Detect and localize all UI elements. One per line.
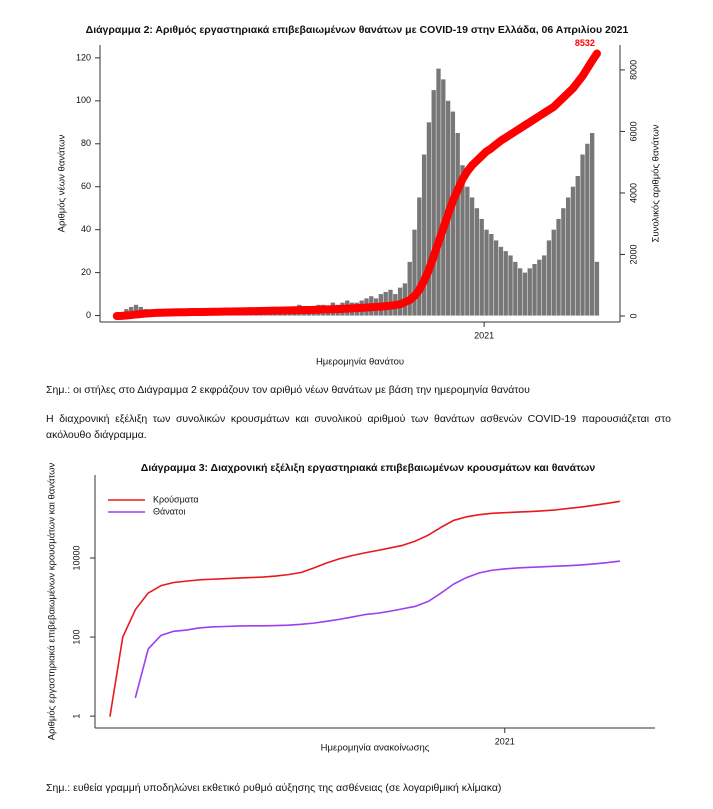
bar — [589, 133, 595, 316]
y-tick-label: 120 — [76, 52, 91, 62]
y2-tick-label: 0 — [628, 313, 638, 318]
y-tick-label: 20 — [81, 267, 91, 277]
bar — [484, 229, 489, 316]
bar — [565, 197, 571, 316]
bar — [546, 240, 552, 316]
line — [134, 560, 621, 699]
bar — [465, 186, 470, 316]
bar — [426, 122, 432, 316]
bar — [493, 240, 499, 316]
bar — [537, 259, 542, 316]
legend-label: Κρούσματα — [153, 494, 199, 504]
bar — [522, 272, 528, 316]
bar — [460, 165, 465, 316]
bar — [513, 261, 518, 316]
bar — [469, 197, 475, 316]
y-tick-label: 80 — [81, 138, 91, 148]
bar — [474, 208, 480, 316]
y-tick-label: 0 — [86, 310, 91, 320]
bar — [498, 246, 504, 316]
bar — [556, 218, 561, 316]
bar — [133, 304, 139, 316]
y-tick-label: 100 — [76, 95, 91, 105]
bar — [455, 133, 460, 316]
x-tick-label: 2021 — [474, 330, 494, 340]
y2-axis-label: Συνολικός αριθμός θανάτων — [651, 124, 662, 242]
chart-title: Διάγραμμα 2: Αριθμός εργαστηριακά επιβεβ… — [86, 24, 629, 36]
x-axis-label: Ημερομηνία θανάτου — [316, 357, 404, 368]
line — [112, 49, 601, 320]
bar — [561, 208, 566, 316]
bar — [421, 154, 427, 316]
bar — [479, 218, 484, 316]
y-tick-label: 1 — [71, 714, 81, 719]
bar — [580, 154, 585, 316]
bar — [489, 233, 494, 316]
y-tick-label: 60 — [81, 181, 91, 191]
bar — [527, 268, 532, 316]
bar — [541, 255, 547, 316]
bar — [594, 261, 600, 316]
bar — [407, 261, 412, 316]
note: Σημ.: οι στήλες στο Διάγραμμα 2 εκφράζου… — [46, 384, 530, 396]
bar — [570, 186, 576, 316]
y2-tick-label: 6000 — [628, 121, 638, 141]
y-tick-label: 40 — [81, 224, 91, 234]
bar — [532, 264, 537, 316]
bar — [412, 229, 417, 316]
value-label: 8532 — [575, 38, 595, 48]
line — [109, 500, 621, 717]
bar — [551, 229, 556, 316]
x-axis-label: Ημερομηνία ανακοίνωσης — [321, 743, 430, 754]
paragraph: Η διαχρονική εξέλιξη των συνολικών κρουσ… — [46, 413, 671, 441]
y-tick-label: 100 — [71, 630, 81, 645]
y2-tick-label: 2000 — [628, 244, 638, 264]
y-axis-label: Αριθμός εργαστηριακά επιβεβαιωμένων κρου… — [47, 462, 58, 740]
bar — [431, 90, 436, 316]
bar — [508, 255, 513, 316]
note: Σημ.: ευθεία γραμμή υποδηλώνει εκθετικό … — [46, 782, 502, 794]
bar — [585, 143, 590, 316]
bar — [517, 268, 523, 316]
y-axis-label: Αριθμός νέων θανάτων — [57, 134, 68, 232]
x-tick-label: 2021 — [495, 736, 515, 746]
bar — [575, 175, 580, 316]
bar — [503, 251, 508, 316]
bar — [417, 197, 422, 316]
bar — [441, 79, 446, 316]
y-tick-label: 10000 — [71, 545, 81, 570]
bar — [450, 111, 456, 316]
bar — [436, 68, 441, 316]
legend-label: Θάνατοι — [153, 506, 185, 516]
y2-tick-label: 4000 — [628, 183, 638, 203]
y2-tick-label: 8000 — [628, 60, 638, 80]
chart-title: Διάγραμμα 3: Διαχρονική εξέλιξη εργαστηρ… — [141, 462, 596, 474]
